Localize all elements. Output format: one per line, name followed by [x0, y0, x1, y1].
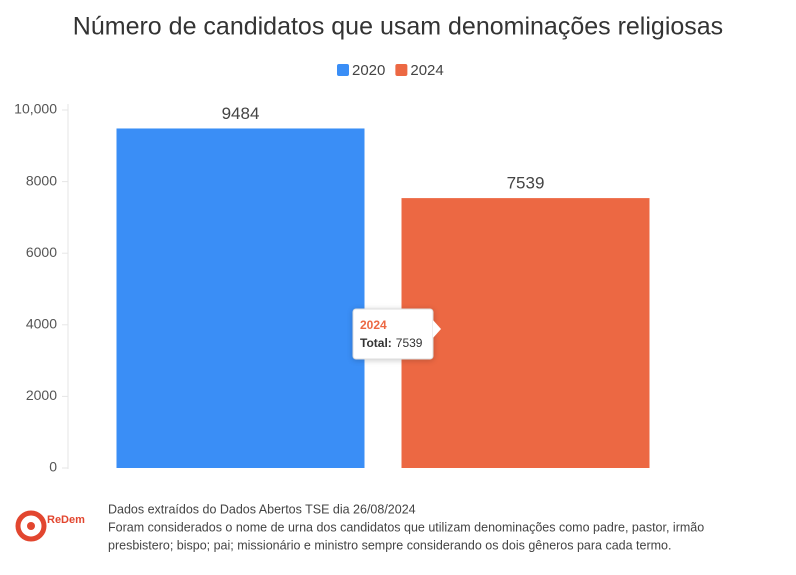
tooltip-box	[352, 308, 434, 360]
note: Dados extraídos do Dados Abertos TSE dia…	[108, 502, 416, 516]
bar	[116, 128, 365, 469]
tooltip-arrow	[433, 320, 441, 338]
legend-label: 2020	[352, 62, 385, 79]
value-label: 7539	[507, 174, 545, 193]
y-tick-label: 0	[49, 459, 57, 475]
y-tick-label: 6000	[26, 244, 57, 260]
tooltip-value: 7539	[396, 336, 423, 350]
note: Foram considerados o nome de urna dos ca…	[108, 520, 704, 534]
logo-dot	[27, 522, 35, 530]
legend-label: 2024	[410, 62, 443, 79]
logo-text: ReDem	[47, 514, 85, 526]
legend-swatch	[337, 64, 349, 76]
y-tick-label: 8000	[26, 172, 57, 188]
bar	[401, 198, 650, 468]
tooltip: 2024 Total: 7539	[352, 308, 441, 360]
tooltip-title: 2024	[360, 318, 387, 332]
logo-ring	[15, 510, 47, 542]
y-tick-label: 2000	[26, 387, 57, 403]
legend-swatch	[395, 64, 408, 76]
logo: ReDem	[15, 510, 85, 542]
y-tick-label: 10,000	[14, 101, 57, 117]
value-label: 9484	[222, 104, 260, 123]
chart-title: Número de candidatos que usam denominaçõ…	[73, 13, 723, 41]
tooltip-label: Total:	[360, 336, 392, 350]
y-tick-label: 4000	[26, 316, 57, 332]
note: presbistero; bispo; pai; missionário e m…	[108, 538, 671, 552]
